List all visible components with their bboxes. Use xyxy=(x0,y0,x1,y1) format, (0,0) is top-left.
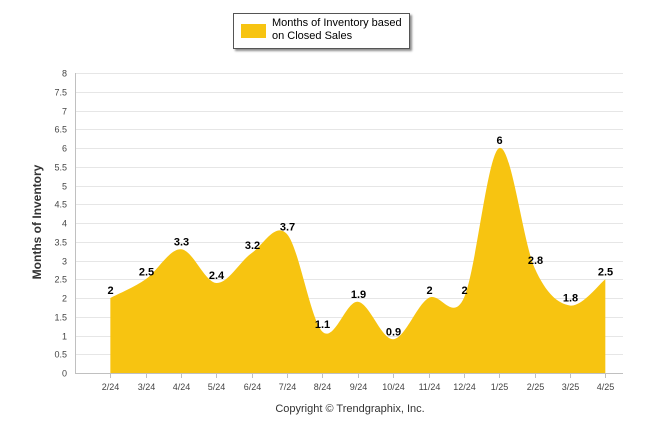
y-tick-label: 3 xyxy=(62,257,67,267)
data-label: 1.1 xyxy=(315,319,330,331)
y-axis-title: Months of Inventory xyxy=(30,164,44,280)
x-tick-label: 2/24 xyxy=(102,382,120,392)
area-fill xyxy=(110,147,606,373)
x-tick-label: 3/25 xyxy=(562,382,580,392)
data-label: 2.4 xyxy=(209,270,225,282)
area-series xyxy=(110,147,606,373)
data-label: 3.7 xyxy=(280,221,295,233)
data-label: 2.5 xyxy=(598,266,613,278)
x-tick-label: 4/24 xyxy=(173,382,191,392)
legend-label: Months of Inventory based on Closed Sale… xyxy=(272,17,402,42)
x-tick-label: 4/25 xyxy=(597,382,615,392)
x-tick-label: 9/24 xyxy=(350,382,368,392)
y-tick-label: 1.5 xyxy=(54,313,67,323)
x-tick-label: 10/24 xyxy=(382,382,405,392)
y-tick-label: 4.5 xyxy=(54,200,67,210)
x-tick-label: 11/24 xyxy=(419,382,441,392)
y-tick-label: 5 xyxy=(62,182,67,192)
data-label: 1.9 xyxy=(351,289,366,301)
x-tick-label: 8/24 xyxy=(314,382,332,392)
data-label: 6 xyxy=(496,135,502,147)
y-tick-label: 8 xyxy=(62,69,67,79)
data-label: 1.8 xyxy=(563,293,578,305)
x-tick-label: 2/25 xyxy=(527,382,545,392)
y-tick-label: 4 xyxy=(62,219,67,229)
x-tick-label: 12/24 xyxy=(453,382,476,392)
y-tick-label: 6 xyxy=(62,144,67,154)
x-tick-label: 6/24 xyxy=(244,382,262,392)
x-tick-label: 7/24 xyxy=(279,382,297,392)
y-tick-label: 1 xyxy=(62,332,67,342)
y-tick-label: 7 xyxy=(62,107,67,117)
y-tick-label: 0.5 xyxy=(54,350,67,360)
y-tick-label: 2 xyxy=(62,294,67,304)
y-tick-label: 0 xyxy=(62,369,67,379)
data-label: 0.9 xyxy=(386,326,401,338)
legend-swatch xyxy=(241,24,266,38)
data-labels: 2 2.5 3.3 2.4 3.2 3.7 1.1 1.9 0.9 2 2 6 2.8 1.8 2.5 xyxy=(107,135,613,338)
data-label: 2.5 xyxy=(139,266,154,278)
x-tick-label: 3/24 xyxy=(138,382,156,392)
data-label: 2.8 xyxy=(528,255,543,267)
y-tick-label: 7.5 xyxy=(54,88,67,98)
data-label: 2 xyxy=(461,285,467,297)
axes: 0 0.5 1 1.5 2 2.5 3 3.5 4 4.5 5 5.5 6 6.5 7 7.5 8 2/24 3/2… xyxy=(54,69,623,392)
y-tick-label: 6.5 xyxy=(54,125,67,135)
data-label: 2 xyxy=(107,285,113,297)
y-tick-label: 3.5 xyxy=(54,238,67,248)
x-tick-label: 5/24 xyxy=(208,382,226,392)
data-label: 3.2 xyxy=(245,240,260,252)
y-tick-label: 5.5 xyxy=(54,163,67,173)
data-label: 3.3 xyxy=(174,236,189,248)
y-tick-label: 2.5 xyxy=(54,275,67,285)
x-tick-label: 1/25 xyxy=(491,382,509,392)
data-label: 2 xyxy=(426,285,432,297)
copyright-text: Copyright © Trendgraphix, Inc. xyxy=(275,403,425,415)
legend[interactable]: Months of Inventory based on Closed Sale… xyxy=(233,13,410,49)
